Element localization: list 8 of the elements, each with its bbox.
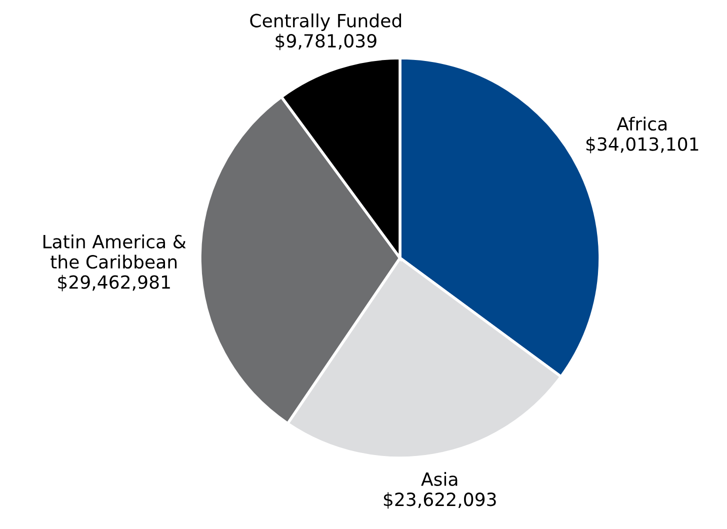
data-label: $29,462,981 [58,274,170,292]
data-label: $34,013,101 [586,136,698,154]
data-label: $23,622,093 [384,492,496,509]
slice-label: Asia [421,472,458,486]
data-label: $9,781,039 [276,34,376,50]
slice-label: Centrally Funded [250,13,402,31]
slice-label: Africa [616,116,666,131]
slice-label: Latin America & the Caribbean [44,234,186,269]
